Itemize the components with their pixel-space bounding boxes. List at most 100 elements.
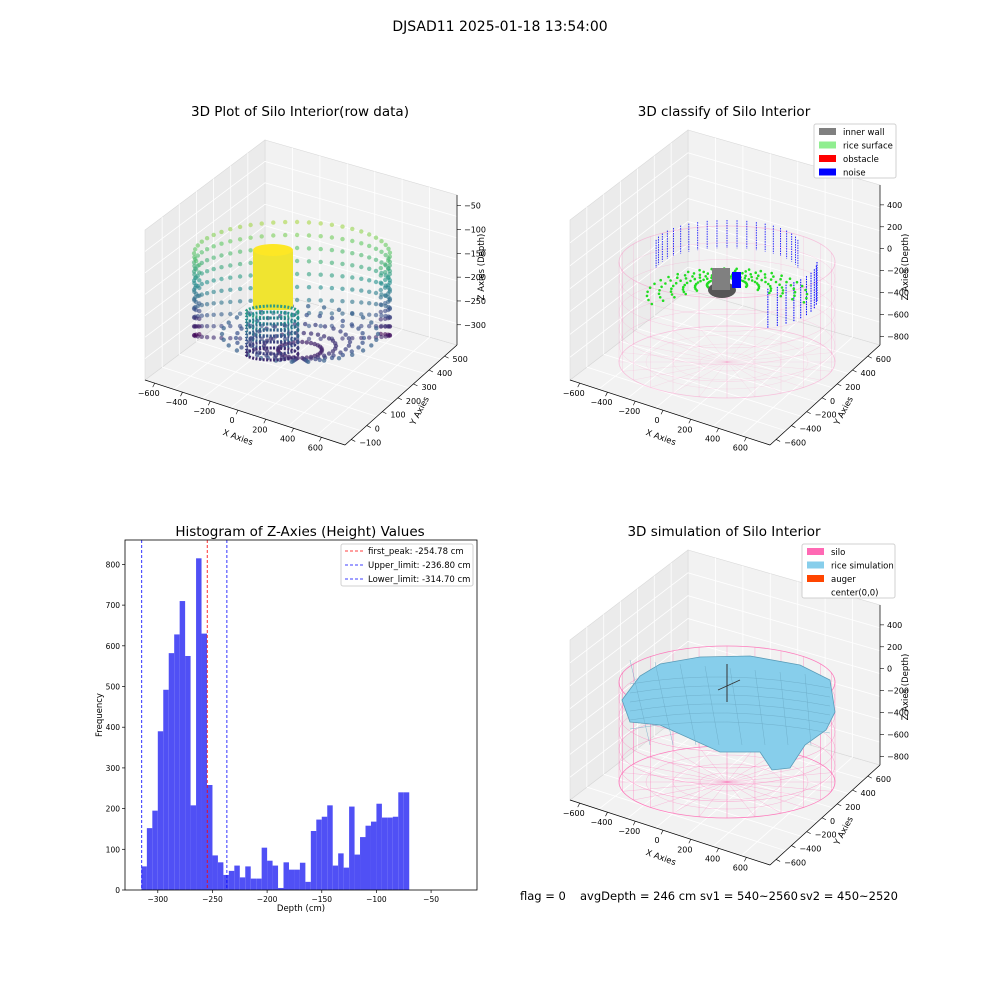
data-point	[350, 226, 355, 232]
legend-label: rice simulation	[831, 562, 894, 572]
rice-surface-point	[780, 274, 783, 278]
data-point	[271, 233, 276, 238]
data-point	[359, 276, 364, 281]
rice-surface-point	[686, 270, 690, 274]
data-point	[383, 273, 388, 278]
data-point	[193, 275, 199, 280]
rice-surface-point	[744, 274, 747, 278]
histogram-bar	[376, 803, 382, 890]
data-point	[283, 232, 288, 238]
histogram-bar	[398, 792, 404, 890]
data-point	[331, 326, 336, 331]
data-point	[228, 263, 233, 268]
data-point	[373, 301, 379, 307]
data-point	[378, 287, 383, 293]
data-point	[304, 340, 309, 345]
histogram-bar	[294, 869, 300, 890]
data-point	[367, 243, 372, 249]
data-point	[340, 323, 345, 329]
data-point	[326, 351, 332, 356]
x-tick-mark	[577, 803, 580, 808]
y-tick-label: 800	[106, 560, 121, 569]
y-tick-label: −600	[784, 858, 806, 867]
y-tick-label: 100	[106, 845, 121, 854]
data-point	[318, 298, 323, 303]
data-point	[204, 335, 210, 340]
data-point	[221, 326, 226, 331]
rice-surface-point	[646, 290, 649, 294]
data-point	[195, 253, 200, 258]
y-tick-label: 600	[106, 642, 121, 651]
data-point	[373, 279, 379, 285]
data-point	[340, 352, 345, 358]
rice-surface-point	[770, 271, 773, 275]
data-point	[329, 355, 335, 361]
histogram-bar	[185, 655, 191, 890]
rice-surface-point	[673, 296, 676, 299]
rice-surface-point	[769, 287, 773, 290]
data-point	[228, 287, 233, 292]
rice-surface-point	[750, 279, 754, 282]
data-point	[211, 289, 216, 295]
rice-surface-point	[657, 292, 661, 296]
rice-surface-point	[793, 294, 796, 298]
x-tick-mark	[633, 401, 636, 406]
x-tick-mark	[688, 839, 692, 844]
data-point	[373, 235, 379, 240]
rice-surface-point	[804, 288, 807, 292]
histogram-bar	[392, 816, 399, 890]
data-point	[204, 302, 210, 307]
data-point	[350, 263, 355, 268]
data-point	[233, 335, 239, 341]
data-point	[383, 252, 388, 258]
rice-surface-point	[750, 275, 753, 279]
silo-floor-spoke	[726, 336, 804, 363]
z-tick-label: −800	[887, 752, 909, 761]
data-point	[356, 326, 361, 331]
silo-floor-ring	[645, 334, 809, 390]
data-point	[228, 227, 233, 232]
x-tick-label: −300	[147, 895, 168, 904]
silo-floor-spoke	[726, 343, 821, 363]
silo-floor-spoke	[650, 336, 728, 363]
y-tick-mark	[351, 439, 356, 442]
data-point	[306, 336, 312, 342]
data-point	[373, 290, 379, 296]
data-point	[228, 275, 233, 280]
data-point	[329, 285, 335, 291]
data-point	[211, 301, 216, 306]
gridline	[179, 353, 378, 417]
data-point	[318, 323, 323, 329]
auger-point-ring	[244, 334, 300, 350]
rice-surface-point	[676, 276, 679, 280]
histogram-bar	[217, 862, 224, 890]
data-point	[361, 335, 367, 341]
histogram-bar	[223, 874, 229, 890]
silo-floor-spoke	[633, 361, 728, 381]
data-point	[228, 251, 233, 256]
x-tick-label: 200	[252, 425, 267, 434]
histogram-ylabel: Frequency	[95, 693, 105, 737]
data-point	[237, 299, 243, 304]
rice-surface-point	[689, 279, 692, 283]
data-point	[379, 302, 384, 308]
y-tick-mark	[837, 803, 842, 807]
data-point	[318, 336, 323, 341]
data-point	[193, 283, 199, 288]
y-tick-mark	[852, 369, 857, 373]
rice-surface-point	[682, 290, 686, 294]
data-point	[329, 311, 335, 316]
legend-swatch	[819, 141, 836, 149]
data-point	[204, 236, 210, 241]
data-point	[259, 221, 264, 226]
rice-surface-point	[660, 285, 663, 289]
gridline	[671, 302, 865, 360]
x-tick-label: −200	[618, 827, 640, 836]
y-tick-mark	[444, 355, 449, 359]
silo-floor-spoke	[726, 361, 821, 381]
x-tick-mark	[744, 437, 747, 442]
gridline	[144, 225, 458, 317]
rice-mesh-line	[779, 671, 789, 746]
data-point	[204, 291, 210, 296]
gridline	[626, 305, 744, 399]
